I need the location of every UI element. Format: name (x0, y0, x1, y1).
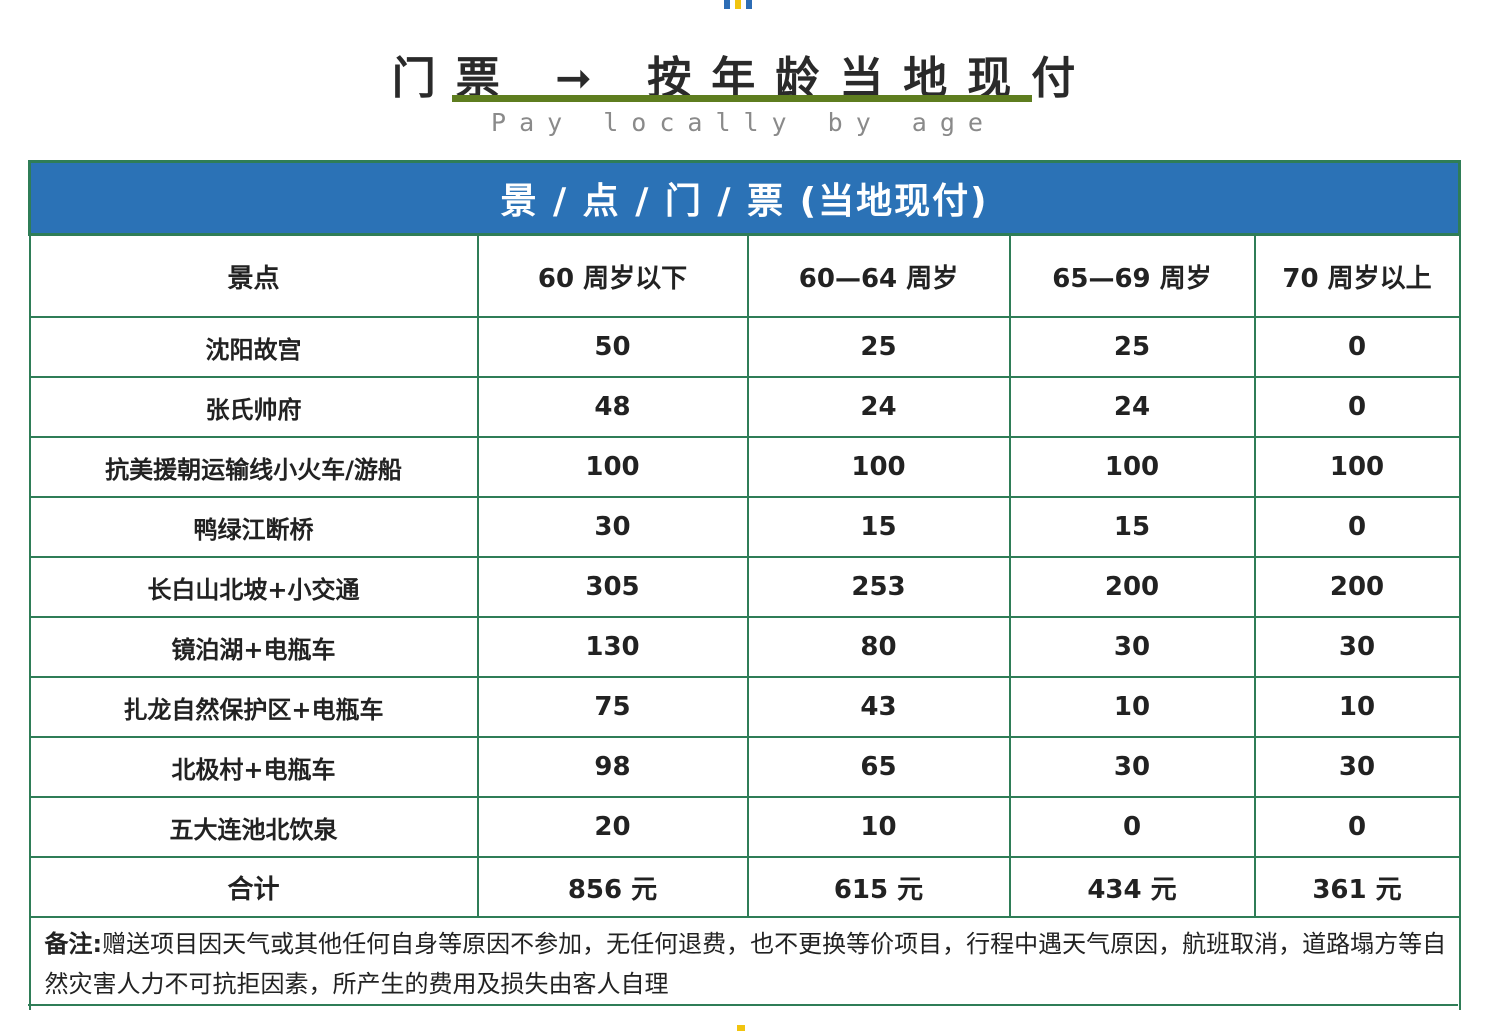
price-cell: 0 (1253, 496, 1461, 558)
top-decoration (724, 0, 758, 10)
price-cell: 30 (1008, 616, 1256, 678)
table-row: 抗美援朝运输线小火车/游船 100 100 100 100 (28, 436, 1461, 498)
decor-mark (724, 0, 730, 9)
total-cell: 615 元 (746, 856, 1011, 918)
remarks-label: 备注: (44, 930, 103, 958)
table-row: 张氏帅府 48 24 24 0 (28, 376, 1461, 438)
remarks-text: 赠送项目因天气或其他任何自身等原因不参加，无任何退费，也不更换等价项目，行程中遇… (44, 930, 1447, 998)
table-header-row: 景点 60 周岁以下 60—64 周岁 65—69 周岁 70 周岁以上 (28, 233, 1461, 318)
attraction-name: 五大连池北饮泉 (28, 796, 479, 858)
price-cell: 24 (746, 376, 1011, 438)
table-row: 鸭绿江断桥 30 15 15 0 (28, 496, 1461, 558)
decor-mark (735, 0, 741, 9)
table-row: 五大连池北饮泉 20 10 0 0 (28, 796, 1461, 858)
price-cell: 253 (746, 556, 1011, 618)
total-row: 合计 856 元 615 元 434 元 361 元 (28, 856, 1461, 918)
table-row: 沈阳故宫 50 25 25 0 (28, 316, 1461, 378)
attraction-name: 长白山北坡+小交通 (28, 556, 479, 618)
price-cell: 200 (1253, 556, 1461, 618)
price-cell: 30 (1253, 736, 1461, 798)
attraction-name: 北极村+电瓶车 (28, 736, 479, 798)
divider (28, 1004, 1458, 1006)
table-banner: 景 / 点 / 门 / 票 (当地现付) (28, 160, 1461, 236)
price-cell: 0 (1253, 316, 1461, 378)
price-cell: 98 (476, 736, 749, 798)
table-row: 镜泊湖+电瓶车 130 80 30 30 (28, 616, 1461, 678)
ticket-price-table: 景 / 点 / 门 / 票 (当地现付) 景点 60 周岁以下 60—64 周岁… (28, 160, 1461, 1010)
price-cell: 75 (476, 676, 749, 738)
price-cell: 15 (746, 496, 1011, 558)
price-cell: 130 (476, 616, 749, 678)
decor-mark (746, 0, 752, 9)
price-cell: 100 (1253, 436, 1461, 498)
column-header: 景点 (28, 233, 479, 318)
remarks: 备注:赠送项目因天气或其他任何自身等原因不参加，无任何退费，也不更换等价项目，行… (28, 916, 1461, 1010)
price-cell: 10 (746, 796, 1011, 858)
price-cell: 10 (1253, 676, 1461, 738)
price-cell: 100 (1008, 436, 1256, 498)
price-cell: 43 (746, 676, 1011, 738)
attraction-name: 扎龙自然保护区+电瓶车 (28, 676, 479, 738)
total-cell: 434 元 (1008, 856, 1256, 918)
attraction-name: 抗美援朝运输线小火车/游船 (28, 436, 479, 498)
price-cell: 100 (746, 436, 1011, 498)
price-cell: 100 (476, 436, 749, 498)
price-cell: 25 (746, 316, 1011, 378)
title-underline (452, 95, 1032, 102)
total-cell: 856 元 (476, 856, 749, 918)
price-cell: 30 (476, 496, 749, 558)
column-header: 60—64 周岁 (746, 233, 1011, 318)
price-cell: 20 (476, 796, 749, 858)
page-subtitle: Pay locally by age (491, 108, 996, 137)
table-row: 北极村+电瓶车 98 65 30 30 (28, 736, 1461, 798)
price-cell: 48 (476, 376, 749, 438)
total-label: 合计 (28, 856, 479, 918)
price-cell: 80 (746, 616, 1011, 678)
column-header: 70 周岁以上 (1253, 233, 1461, 318)
column-header: 65—69 周岁 (1008, 233, 1256, 318)
price-cell: 50 (476, 316, 749, 378)
attraction-name: 张氏帅府 (28, 376, 479, 438)
price-cell: 0 (1253, 796, 1461, 858)
attraction-name: 镜泊湖+电瓶车 (28, 616, 479, 678)
price-cell: 0 (1008, 796, 1256, 858)
column-header: 60 周岁以下 (476, 233, 749, 318)
price-cell: 305 (476, 556, 749, 618)
price-cell: 10 (1008, 676, 1256, 738)
attraction-name: 鸭绿江断桥 (28, 496, 479, 558)
price-cell: 200 (1008, 556, 1256, 618)
table-row: 扎龙自然保护区+电瓶车 75 43 10 10 (28, 676, 1461, 738)
price-cell: 0 (1253, 376, 1461, 438)
table-row: 长白山北坡+小交通 305 253 200 200 (28, 556, 1461, 618)
price-cell: 25 (1008, 316, 1256, 378)
price-cell: 30 (1253, 616, 1461, 678)
price-cell: 65 (746, 736, 1011, 798)
table-body: 沈阳故宫 50 25 25 0 张氏帅府 48 24 24 0 抗美援朝运输线小火车/游船 100 10… (28, 316, 1461, 858)
price-cell: 30 (1008, 736, 1256, 798)
attraction-name: 沈阳故宫 (28, 316, 479, 378)
decor-mark (737, 1025, 745, 1031)
price-cell: 15 (1008, 496, 1256, 558)
price-cell: 24 (1008, 376, 1256, 438)
total-cell: 361 元 (1253, 856, 1461, 918)
